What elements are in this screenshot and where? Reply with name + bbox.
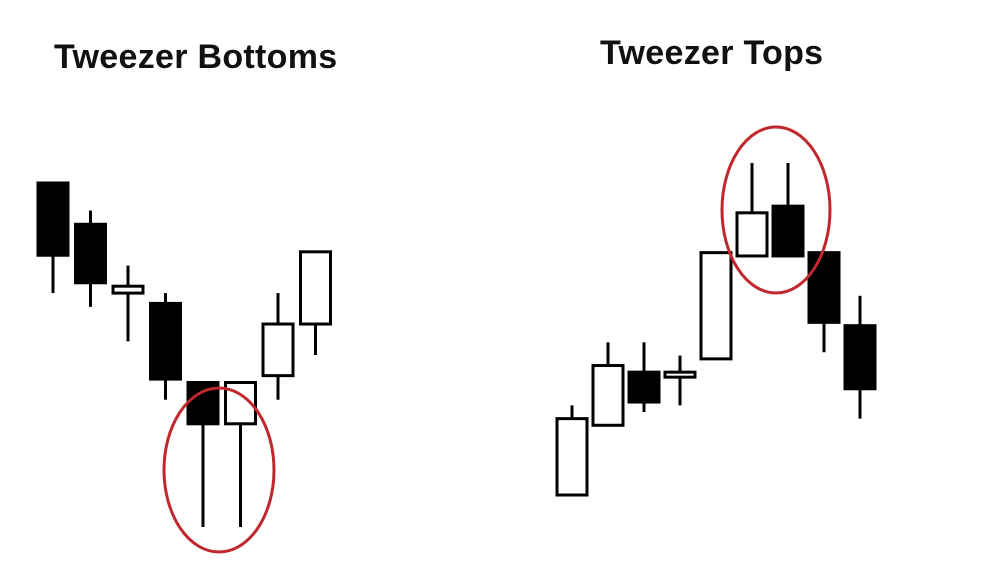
tweezer-bottoms-panel	[36, 181, 332, 554]
candle-body	[807, 251, 841, 324]
highlight-ellipse	[162, 386, 276, 554]
candle-body	[699, 251, 733, 361]
chart-title-tweezer-tops: Tweezer Tops	[600, 34, 824, 72]
candle-body	[735, 211, 769, 258]
candle-6	[735, 163, 769, 258]
candle-8	[299, 250, 332, 355]
tweezer-tops-panel	[555, 125, 877, 497]
candle-body	[555, 417, 589, 497]
candle-2	[591, 342, 625, 427]
candle-body	[299, 250, 332, 326]
candle-3	[627, 342, 661, 412]
candle-2	[74, 210, 107, 307]
candle-9	[843, 295, 877, 419]
candle-body	[843, 324, 877, 391]
candle-7	[261, 293, 295, 400]
candle-body	[663, 370, 697, 379]
candle-body	[261, 322, 295, 378]
candle-body	[591, 364, 625, 427]
candle-7	[771, 163, 805, 258]
candle-body	[627, 370, 661, 404]
candle-1	[555, 405, 589, 497]
candle-body	[771, 204, 805, 258]
candle-body	[74, 222, 107, 285]
candle-5	[699, 251, 733, 361]
candle-body	[111, 284, 145, 295]
candle-1	[36, 181, 70, 294]
candle-4	[663, 355, 697, 406]
candle-4	[149, 293, 182, 400]
candle-body	[36, 181, 70, 257]
highlight-ellipse	[720, 125, 832, 295]
candle-body	[149, 301, 182, 381]
candle-3	[111, 265, 145, 342]
candle-5	[186, 381, 220, 527]
chart-title-tweezer-bottoms: Tweezer Bottoms	[54, 38, 338, 76]
